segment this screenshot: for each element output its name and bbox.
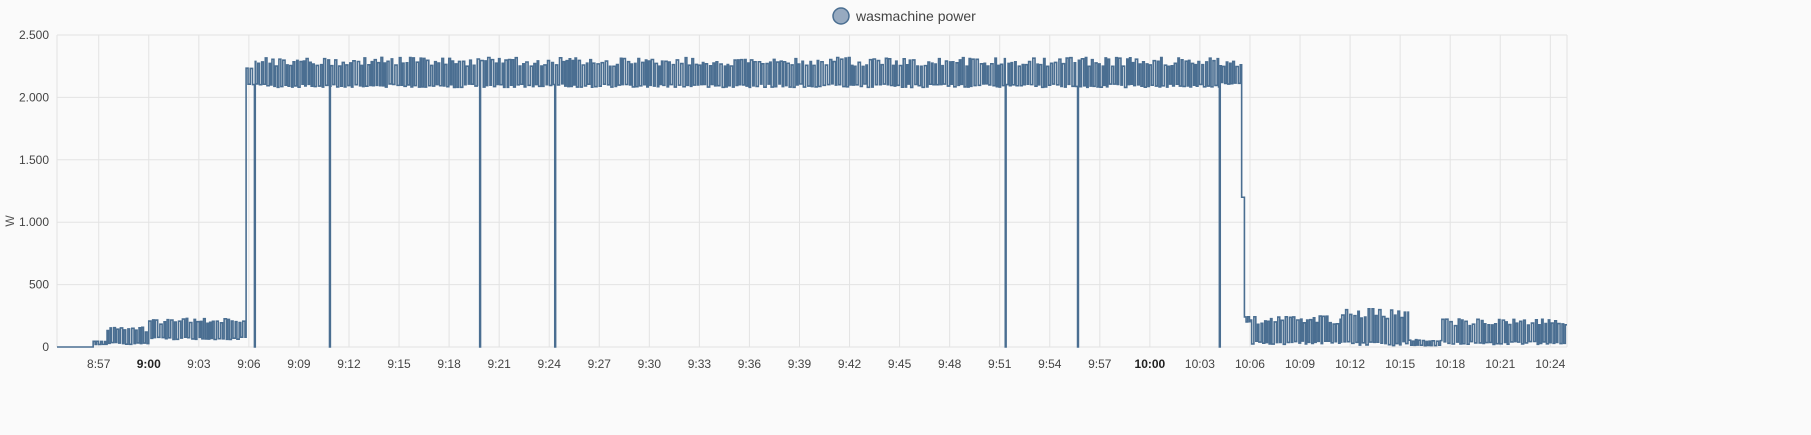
x-tick-label: 9:33: [688, 357, 712, 371]
x-tick-label: 10:06: [1235, 357, 1265, 371]
x-tick-label: 10:24: [1535, 357, 1565, 371]
x-tick-label: 9:57: [1088, 357, 1112, 371]
x-tick-label: 10:21: [1485, 357, 1515, 371]
x-tick-label: 9:00: [137, 357, 161, 371]
x-tick-label: 9:39: [788, 357, 812, 371]
x-tick-label: 9:15: [387, 357, 411, 371]
x-tick-label: 9:12: [337, 357, 361, 371]
plot-area: [57, 56, 1567, 348]
x-tick-label: 9:54: [1038, 357, 1062, 371]
x-tick-label: 8:57: [87, 357, 111, 371]
grid: [56, 34, 1568, 348]
x-tick-label: 10:09: [1285, 357, 1315, 371]
x-tick-label: 9:06: [237, 357, 261, 371]
y-tick-label: 1.000: [19, 215, 49, 229]
x-tick-label: 9:48: [938, 357, 962, 371]
x-tick-label: 9:27: [588, 357, 612, 371]
legend[interactable]: wasmachine power: [832, 7, 976, 25]
legend-series-label[interactable]: wasmachine power: [855, 8, 976, 24]
x-tick-label: 10:00: [1135, 357, 1166, 371]
y-tick-label: 2.500: [19, 28, 49, 42]
x-tick-label: 10:15: [1385, 357, 1415, 371]
y-tick-label: 500: [29, 278, 49, 292]
y-tick-label: 0: [42, 340, 49, 354]
x-tick-label: 10:18: [1435, 357, 1465, 371]
x-axis: 8:57 9:00 9:03 9:06 9:09 9:12 9:15 9:18 9:21 9:24…: [87, 357, 1566, 371]
x-tick-label: 9:51: [988, 357, 1012, 371]
y-axis-label: W: [3, 215, 17, 227]
x-tick-label: 10:03: [1185, 357, 1215, 371]
x-tick-label: 9:30: [638, 357, 662, 371]
x-tick-label: 9:36: [738, 357, 762, 371]
series-line-wasmachine-power: [57, 56, 1567, 348]
x-tick-label: 9:18: [437, 357, 461, 371]
x-tick-label: 9:21: [487, 357, 511, 371]
x-tick-label: 9:45: [888, 357, 912, 371]
y-tick-label: 2.000: [19, 90, 49, 104]
x-tick-label: 9:24: [538, 357, 562, 371]
legend-series-marker[interactable]: [832, 7, 850, 25]
y-tick-label: 1.500: [19, 153, 49, 167]
x-tick-label: 9:03: [187, 357, 211, 371]
x-tick-label: 9:09: [287, 357, 311, 371]
y-axis: 0 500 1.000 1.500 2.000 2.500: [19, 28, 49, 354]
x-tick-label: 10:12: [1335, 357, 1365, 371]
x-tick-label: 9:42: [838, 357, 862, 371]
